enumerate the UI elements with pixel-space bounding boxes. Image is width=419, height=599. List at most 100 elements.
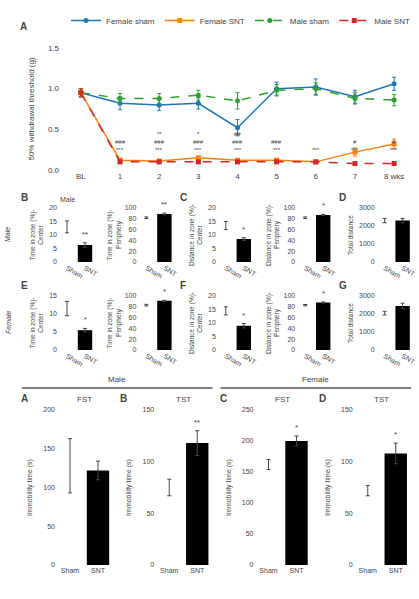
svg-text:Male sham: Male sham bbox=[290, 17, 329, 26]
svg-text:Sham: Sham bbox=[259, 567, 277, 574]
svg-text:Distance in zone (%)-Periphery: Distance in zone (%)-Periphery bbox=[265, 292, 281, 354]
svg-text:SNT: SNT bbox=[290, 567, 305, 574]
svg-text:***: *** bbox=[312, 147, 320, 153]
svg-text:*: * bbox=[197, 131, 200, 137]
svg-text:150: 150 bbox=[43, 445, 55, 452]
svg-text:Immobility time (s): Immobility time (s) bbox=[225, 459, 233, 516]
svg-text:100: 100 bbox=[43, 484, 55, 491]
svg-text:15: 15 bbox=[49, 292, 57, 299]
svg-text:50: 50 bbox=[345, 510, 353, 517]
svg-text:20: 20 bbox=[287, 248, 295, 255]
svg-text:6: 6 bbox=[314, 172, 319, 181]
svg-text:Female SNT: Female SNT bbox=[200, 17, 245, 26]
svg-text:SNT: SNT bbox=[400, 264, 416, 277]
svg-text:100: 100 bbox=[125, 204, 137, 211]
svg-text:*: * bbox=[322, 201, 325, 210]
svg-text:1000: 1000 bbox=[359, 240, 375, 247]
svg-text:SNT: SNT bbox=[242, 264, 258, 277]
svg-text:###: ### bbox=[154, 139, 165, 145]
svg-text:D: D bbox=[339, 192, 346, 203]
svg-text:Sham: Sham bbox=[382, 264, 401, 279]
svg-text:20: 20 bbox=[208, 292, 216, 299]
svg-text:SNT: SNT bbox=[321, 352, 337, 365]
svg-text:50: 50 bbox=[246, 530, 254, 537]
svg-text:10: 10 bbox=[49, 231, 57, 238]
svg-text:Male: Male bbox=[108, 375, 126, 384]
svg-text:0: 0 bbox=[212, 258, 216, 265]
svg-text:20: 20 bbox=[49, 204, 57, 211]
svg-text:***: *** bbox=[351, 147, 359, 153]
svg-text:**: ** bbox=[161, 200, 167, 209]
svg-text:FST: FST bbox=[275, 395, 290, 404]
svg-text:Male: Male bbox=[4, 227, 11, 242]
svg-text:2000: 2000 bbox=[359, 222, 375, 229]
svg-text:SNT: SNT bbox=[190, 567, 205, 574]
svg-text:40: 40 bbox=[287, 237, 295, 244]
svg-text:C: C bbox=[220, 393, 227, 404]
svg-text:60: 60 bbox=[129, 226, 137, 233]
svg-text:SNT: SNT bbox=[162, 352, 178, 365]
svg-text:Immobility time (s): Immobility time (s) bbox=[125, 459, 133, 516]
svg-text:60: 60 bbox=[287, 226, 295, 233]
svg-text:Female: Female bbox=[302, 375, 329, 384]
svg-text:SNT: SNT bbox=[83, 352, 99, 365]
svg-text:###: ### bbox=[232, 139, 243, 145]
svg-text:Sham: Sham bbox=[224, 264, 243, 279]
svg-text:100: 100 bbox=[284, 292, 296, 299]
svg-text:150: 150 bbox=[143, 406, 155, 413]
svg-text:*: * bbox=[163, 287, 166, 296]
svg-text:4: 4 bbox=[235, 172, 240, 181]
svg-text:***: *** bbox=[273, 147, 281, 153]
svg-text:5: 5 bbox=[53, 328, 57, 335]
svg-text:*: * bbox=[394, 430, 397, 439]
svg-text:Sham: Sham bbox=[65, 352, 84, 367]
svg-text:80: 80 bbox=[129, 303, 137, 310]
svg-text:Female: Female bbox=[5, 311, 12, 334]
svg-text:TST: TST bbox=[374, 395, 389, 404]
svg-text:5: 5 bbox=[212, 333, 216, 340]
svg-text:Sham: Sham bbox=[359, 567, 377, 574]
svg-text:15: 15 bbox=[208, 306, 216, 313]
svg-text:C: C bbox=[180, 192, 187, 203]
svg-text:###: ### bbox=[115, 139, 126, 145]
svg-text:Sham: Sham bbox=[160, 567, 178, 574]
svg-text:20: 20 bbox=[287, 336, 295, 343]
svg-text:***: *** bbox=[234, 147, 242, 153]
svg-text:Time in zone (%)-Center: Time in zone (%)-Center bbox=[29, 209, 44, 260]
svg-text:*: * bbox=[242, 311, 245, 320]
svg-text:Time in zone (%)-Periphery: Time in zone (%)-Periphery bbox=[106, 209, 122, 260]
svg-text:A: A bbox=[21, 393, 28, 404]
svg-text:Total distance: Total distance bbox=[347, 303, 354, 343]
svg-text:1000: 1000 bbox=[359, 328, 375, 335]
svg-text:D: D bbox=[319, 393, 326, 404]
svg-text:0: 0 bbox=[53, 346, 57, 353]
svg-text:0: 0 bbox=[371, 258, 375, 265]
svg-text:5: 5 bbox=[212, 245, 216, 252]
svg-text:***: *** bbox=[194, 147, 202, 153]
svg-text:2: 2 bbox=[157, 172, 162, 181]
svg-text:***: *** bbox=[155, 147, 163, 153]
svg-text:0: 0 bbox=[150, 561, 154, 568]
svg-text:Sham: Sham bbox=[224, 352, 243, 367]
svg-text:40: 40 bbox=[129, 325, 137, 332]
svg-text:*: * bbox=[242, 225, 245, 234]
svg-text:100: 100 bbox=[242, 499, 254, 506]
svg-text:10: 10 bbox=[208, 231, 216, 238]
svg-text:###: ### bbox=[271, 139, 282, 145]
svg-text:##: ## bbox=[234, 131, 241, 137]
svg-text:80: 80 bbox=[129, 215, 137, 222]
svg-text:80: 80 bbox=[287, 215, 295, 222]
svg-text:250: 250 bbox=[242, 406, 254, 413]
svg-text:Female sham: Female sham bbox=[106, 17, 155, 26]
svg-text:10: 10 bbox=[49, 310, 57, 317]
svg-text:150: 150 bbox=[242, 468, 254, 475]
svg-text:SNT: SNT bbox=[321, 264, 337, 277]
svg-text:20: 20 bbox=[208, 204, 216, 211]
svg-text:0: 0 bbox=[51, 561, 55, 568]
svg-text:20: 20 bbox=[129, 248, 137, 255]
svg-text:#: # bbox=[353, 139, 357, 145]
svg-text:0: 0 bbox=[349, 561, 353, 568]
svg-text:20: 20 bbox=[129, 336, 137, 343]
svg-text:G: G bbox=[339, 280, 347, 291]
svg-text:SNT: SNT bbox=[83, 264, 99, 277]
